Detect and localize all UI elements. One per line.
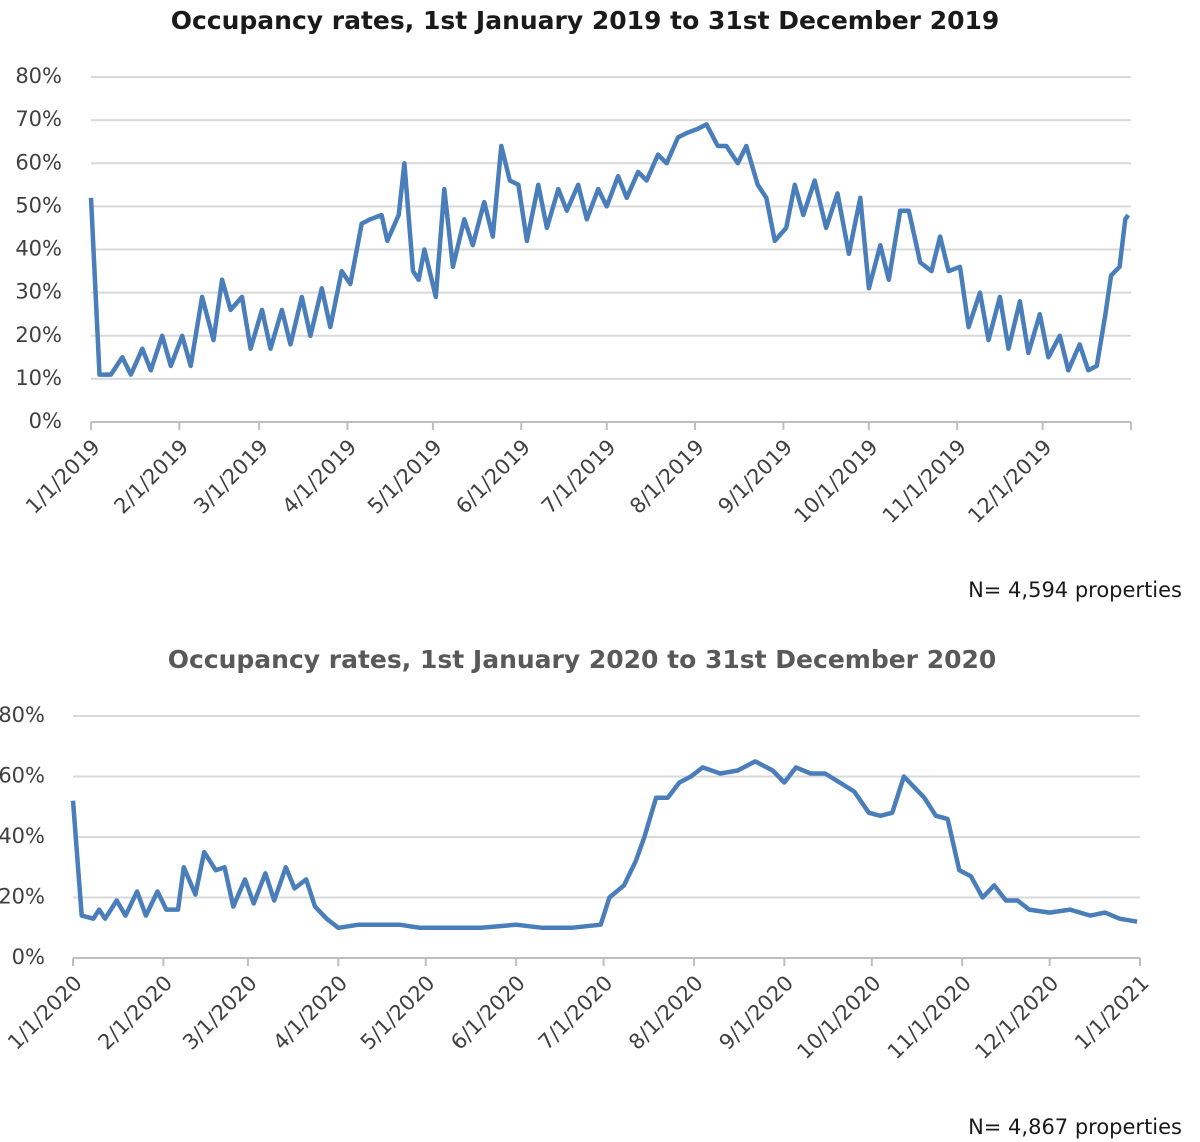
x-tick-label: 6/1/2019	[451, 435, 535, 519]
x-tick-label: 9/1/2019	[713, 435, 797, 519]
x-tick-label: 10/1/2020	[792, 971, 885, 1064]
x-tick-label: 8/1/2019	[625, 435, 709, 519]
x-tick-label: 1/1/2021	[1070, 971, 1154, 1055]
y-tick-label: 50%	[15, 193, 62, 217]
x-tick-label: 12/1/2020	[970, 971, 1063, 1064]
x-tick-label: 6/1/2020	[446, 971, 530, 1055]
x-tick-label: 1/1/2020	[3, 971, 87, 1055]
y-tick-label: 40%	[15, 237, 62, 261]
x-tick-label: 12/1/2019	[963, 435, 1056, 528]
x-tick-label: 3/1/2019	[189, 435, 273, 519]
x-tick-label: 4/1/2020	[268, 971, 352, 1055]
x-tick-label: 7/1/2019	[537, 435, 621, 519]
y-tick-label: 20%	[15, 323, 62, 347]
y-tick-label: 70%	[15, 107, 62, 131]
x-tick-label: 1/1/2019	[21, 435, 105, 519]
x-tick-label: 9/1/2020	[714, 971, 798, 1055]
y-tick-label: 60%	[15, 150, 62, 174]
line	[88, 122, 1131, 377]
y-tick-label: 10%	[15, 366, 62, 390]
y-tick-label: 80%	[0, 703, 45, 727]
chart-title: Occupancy rates, 1st January 2020 to 31s…	[168, 645, 997, 674]
annotation: N= 4,594 properties	[968, 578, 1182, 602]
y-tick-label: 80%	[15, 64, 62, 88]
y-tick-label: 20%	[0, 885, 45, 909]
x-tick-label: 5/1/2020	[356, 971, 440, 1055]
x-tick-label: 11/1/2019	[878, 435, 971, 528]
annotation: N= 4,867 properties	[968, 1115, 1182, 1139]
x-tick-label: 8/1/2020	[624, 971, 708, 1055]
x-tick-label: 10/1/2019	[790, 435, 883, 528]
y-tick-label: 0%	[29, 409, 62, 433]
x-tick-label: 7/1/2020	[534, 971, 618, 1055]
line	[70, 759, 1138, 931]
x-tick-label: 5/1/2019	[363, 435, 447, 519]
x-tick-label: 11/1/2020	[883, 971, 976, 1064]
x-tick-label: 2/1/2020	[93, 971, 177, 1055]
x-tick-label: 2/1/2019	[109, 435, 193, 519]
y-tick-label: 40%	[0, 824, 45, 848]
x-tick-label: 4/1/2019	[278, 435, 362, 519]
chart-title: Occupancy rates, 1st January 2019 to 31s…	[171, 6, 1000, 35]
x-tick-label: 3/1/2020	[178, 971, 262, 1055]
y-tick-label: 30%	[15, 280, 62, 304]
y-tick-label: 60%	[0, 764, 45, 788]
y-tick-label: 0%	[12, 945, 45, 969]
